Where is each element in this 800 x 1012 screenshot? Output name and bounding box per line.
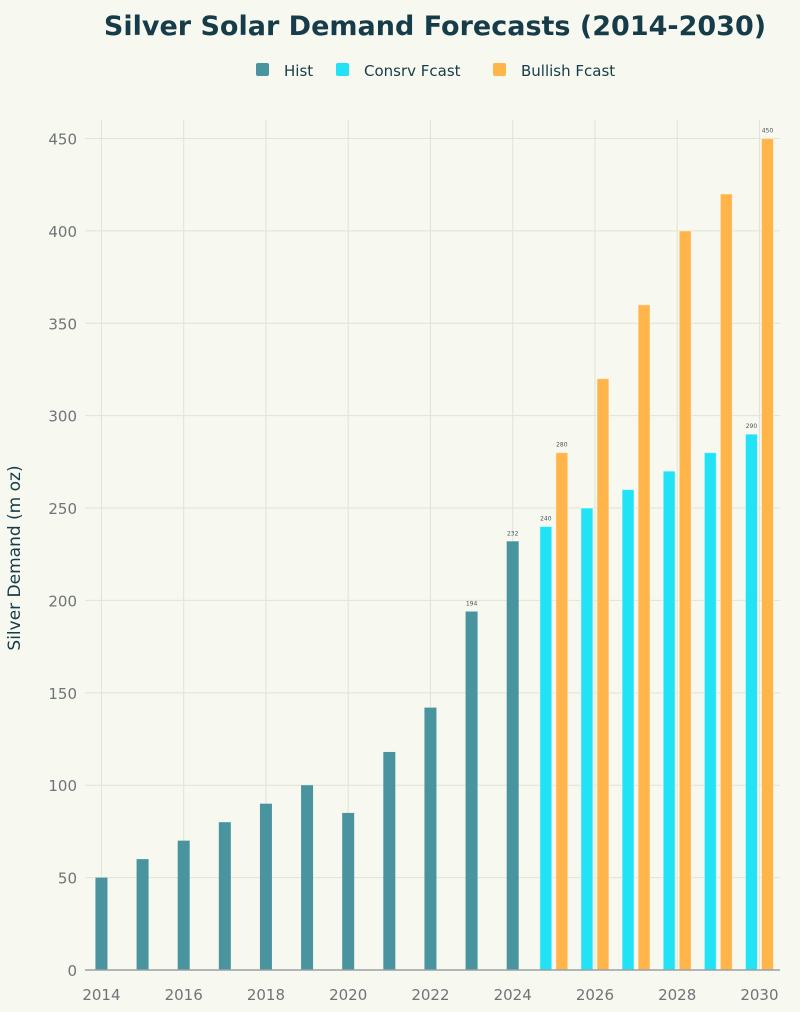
x-tick-2016: 2016	[165, 986, 203, 1004]
bar-bullish-fcast-2028	[678, 230, 692, 971]
y-axis-label: Silver Demand (m oz)	[5, 465, 25, 650]
legend-swatch-bullish-fcast	[493, 63, 506, 76]
x-axis-ticks: 2014 2016 2018 2020 2022 2024 2026 2028 2030	[82, 986, 778, 1004]
bar-hist-2018	[259, 803, 272, 970]
y-tick-200: 200	[48, 592, 77, 610]
chart-title: Silver Solar Demand Forecasts (2014-2030…	[104, 11, 766, 42]
legend-label-bullish-fcast: Bullish Fcast	[521, 62, 615, 80]
data-label-consrv-fcast-2030: 290	[746, 423, 758, 430]
bar-bullish-fcast-2026	[596, 378, 610, 971]
bar-hist-2014	[95, 877, 108, 970]
bar-bullish-fcast-2025	[555, 452, 569, 971]
y-tick-100: 100	[48, 777, 77, 795]
bar-hist-2015	[136, 859, 149, 970]
data-labels: 194 232 240 290 280 450	[466, 127, 774, 607]
y-tick-450: 450	[48, 130, 77, 148]
bar-consrv-fcast-2027	[621, 489, 635, 971]
x-tick-2022: 2022	[411, 986, 449, 1004]
legend-label-consrv-fcast: Consrv Fcast	[364, 62, 461, 80]
y-tick-400: 400	[48, 223, 77, 241]
x-tick-2018: 2018	[247, 986, 285, 1004]
data-label-hist-2024: 232	[507, 530, 519, 537]
y-tick-50: 50	[58, 870, 77, 888]
legend: Hist Consrv Fcast Bullish Fcast	[256, 62, 615, 80]
legend-label-hist: Hist	[284, 62, 313, 80]
bar-hist-2023	[465, 611, 478, 970]
bar-consrv-fcast-2029	[703, 452, 717, 971]
bar-hist-2019	[301, 785, 314, 970]
bar-bullish-fcast-2029	[719, 193, 733, 971]
legend-item-bullish-fcast[interactable]: Bullish Fcast	[493, 62, 615, 80]
y-tick-0: 0	[67, 962, 77, 980]
y-axis-ticks: 0 50 100 150 200 250 300 350 400 450	[48, 130, 77, 980]
bars	[95, 137, 774, 971]
bar-consrv-fcast-2030	[744, 433, 758, 971]
x-tick-2020: 2020	[329, 986, 367, 1004]
bar-bullish-fcast-2030	[760, 137, 774, 971]
data-label-consrv-fcast-2025: 240	[540, 516, 552, 523]
data-label-bullish-fcast-2025: 280	[556, 442, 568, 449]
bar-hist-2022	[424, 707, 437, 970]
bar-hist-2016	[177, 840, 190, 970]
y-tick-150: 150	[48, 685, 77, 703]
legend-item-consrv-fcast[interactable]: Consrv Fcast	[336, 62, 461, 80]
legend-swatch-hist	[256, 63, 269, 76]
bar-consrv-fcast-2026	[580, 507, 594, 971]
y-tick-300: 300	[48, 408, 77, 426]
bar-hist-2021	[383, 751, 396, 970]
legend-item-hist[interactable]: Hist	[256, 62, 313, 80]
x-tick-2028: 2028	[658, 986, 696, 1004]
bar-bullish-fcast-2027	[637, 304, 651, 971]
bar-hist-2020	[342, 812, 355, 970]
bar-hist-2017	[218, 822, 231, 970]
x-tick-2014: 2014	[82, 986, 120, 1004]
y-tick-250: 250	[48, 500, 77, 518]
y-tick-350: 350	[48, 315, 77, 333]
legend-swatch-consrv-fcast	[336, 63, 349, 76]
data-label-bullish-fcast-2030: 450	[762, 127, 774, 134]
x-tick-2026: 2026	[576, 986, 614, 1004]
bar-hist-2024	[506, 541, 519, 970]
data-label-hist-2023: 194	[466, 601, 478, 608]
x-tick-2024: 2024	[494, 986, 532, 1004]
bar-consrv-fcast-2025	[539, 526, 553, 971]
bar-consrv-fcast-2028	[662, 470, 676, 971]
x-tick-2030: 2030	[740, 986, 778, 1004]
